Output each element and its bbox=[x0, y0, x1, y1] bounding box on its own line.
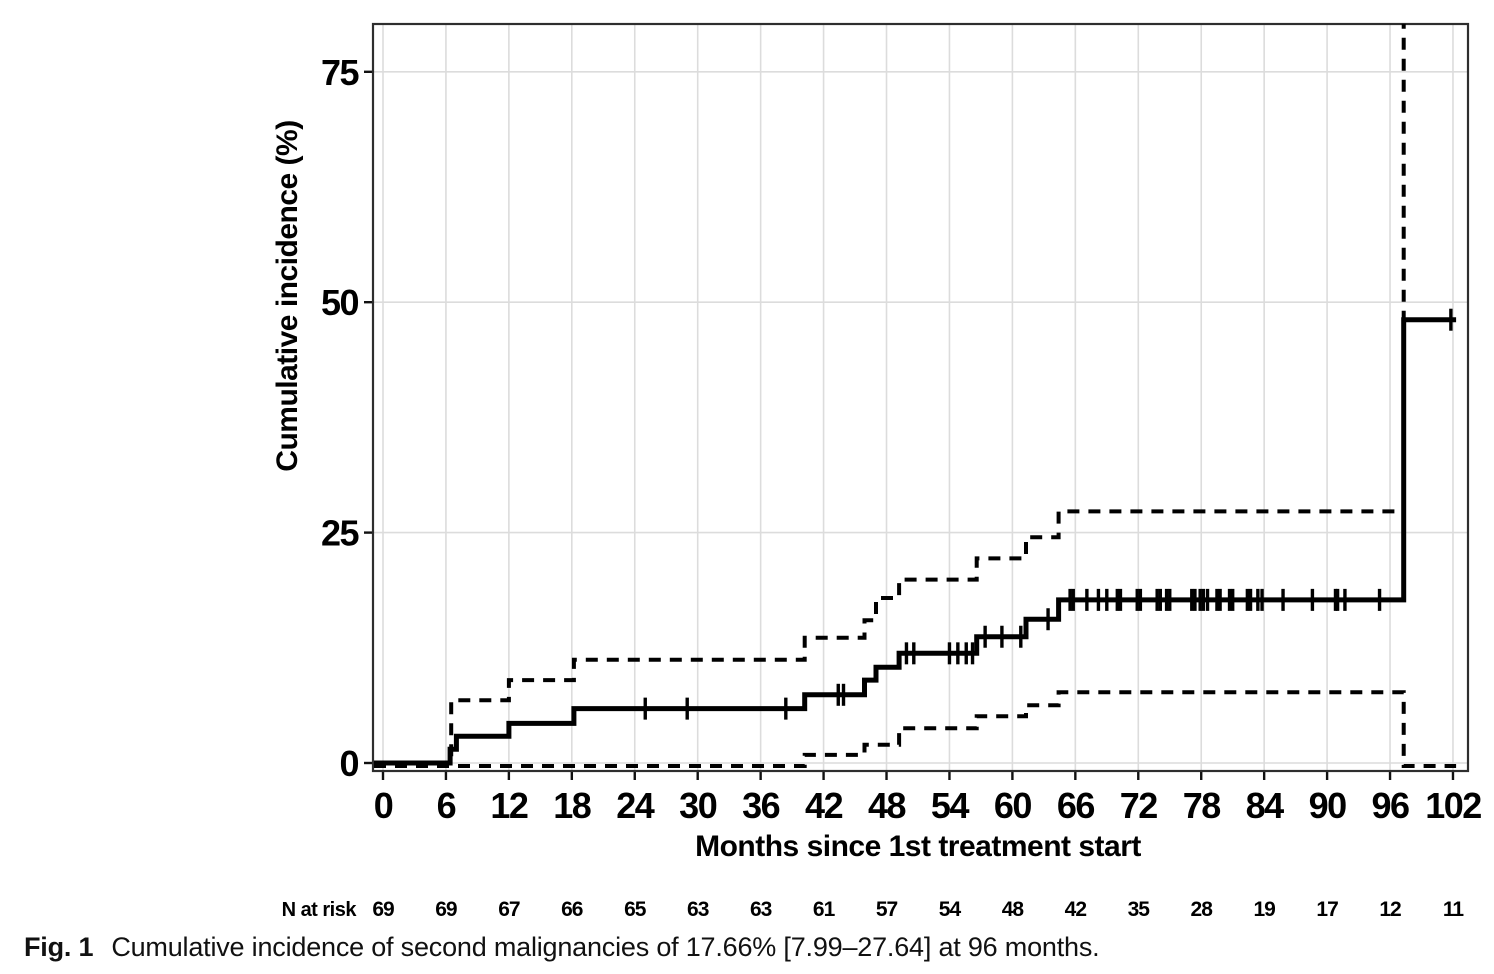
n-at-risk-count: 63 bbox=[687, 898, 709, 921]
n-at-risk-count: 61 bbox=[813, 898, 836, 921]
n-at-risk-count: 48 bbox=[1002, 898, 1025, 921]
x-tick-label: 90 bbox=[1309, 785, 1347, 826]
y-axis-title: Cumulative incidence (%) bbox=[271, 120, 304, 471]
x-tick-label: 96 bbox=[1372, 785, 1410, 826]
y-axis: 0 25 50 75 Cumulative incidence (%) bbox=[271, 52, 373, 784]
n-at-risk-count: 35 bbox=[1128, 898, 1151, 921]
n-at-risk-count: 67 bbox=[498, 898, 520, 921]
n-at-risk-count: 17 bbox=[1316, 898, 1338, 921]
y-tick-label: 50 bbox=[321, 282, 359, 323]
y-tick-label: 0 bbox=[339, 743, 358, 784]
n-at-risk-count: 65 bbox=[624, 898, 647, 921]
figure-caption: Fig. 1 Cumulative incidence of second mal… bbox=[24, 932, 1474, 963]
x-tick-label: 72 bbox=[1120, 785, 1158, 826]
n-at-risk-label: N at risk bbox=[282, 899, 358, 921]
x-tick-label: 54 bbox=[931, 785, 970, 826]
x-tick-label: 30 bbox=[679, 785, 717, 826]
n-at-risk-row: N at risk 69 69 67 66 65 63 63 61 57 54 48 42 35 28 19 1… bbox=[282, 898, 1466, 921]
estimate-curve bbox=[374, 317, 1457, 766]
panel-border bbox=[371, 22, 1470, 773]
y-tick-label: 75 bbox=[321, 52, 360, 93]
x-tick-label: 78 bbox=[1183, 785, 1221, 826]
n-at-risk-count: 69 bbox=[435, 898, 457, 921]
n-at-risk-count: 12 bbox=[1379, 898, 1401, 921]
x-tick-label: 24 bbox=[616, 785, 655, 826]
x-axis-title: Months since 1st treatment start bbox=[695, 830, 1141, 863]
x-tick-label: 102 bbox=[1425, 785, 1481, 826]
lower-95-ci-curve bbox=[374, 690, 1457, 768]
n-at-risk-count: 19 bbox=[1253, 898, 1275, 921]
n-at-risk-count: 69 bbox=[372, 898, 394, 921]
n-at-risk-count: 57 bbox=[876, 898, 898, 921]
x-tick-label: 12 bbox=[490, 785, 528, 826]
figure-label: Fig. 1 bbox=[24, 932, 94, 962]
y-tick-label: 25 bbox=[321, 513, 360, 554]
x-tick-label: 42 bbox=[805, 785, 843, 826]
x-tick-label: 66 bbox=[1057, 785, 1095, 826]
x-axis: 0 6 12 18 24 30 36 42 48 54 60 66 72 78 84 90 96 102 Month… bbox=[374, 771, 1483, 863]
n-at-risk-count: 11 bbox=[1443, 898, 1465, 921]
x-tick-label: 6 bbox=[437, 785, 456, 826]
n-at-risk-count: 66 bbox=[561, 898, 583, 921]
figure-caption-text: Cumulative incidence of second malignanc… bbox=[111, 932, 1100, 962]
x-tick-label: 0 bbox=[374, 785, 393, 826]
x-tick-label: 84 bbox=[1246, 785, 1285, 826]
x-tick-label: 48 bbox=[868, 785, 906, 826]
n-at-risk-count: 54 bbox=[939, 898, 962, 921]
x-tick-label: 36 bbox=[742, 785, 780, 826]
x-tick-label: 18 bbox=[553, 785, 591, 826]
cumulative-incidence-chart: 0 6 12 18 24 30 36 42 48 54 60 66 72 78 84 90 96 102 Month… bbox=[271, 22, 1483, 921]
n-at-risk-count: 28 bbox=[1191, 898, 1214, 921]
upper-95-ci-curve bbox=[374, 23, 1406, 765]
n-at-risk-count: 63 bbox=[750, 898, 772, 921]
x-tick-label: 60 bbox=[994, 785, 1032, 826]
censor-marks bbox=[643, 308, 1453, 720]
n-at-risk-count: 42 bbox=[1065, 898, 1087, 921]
grid-lines bbox=[373, 24, 1468, 771]
